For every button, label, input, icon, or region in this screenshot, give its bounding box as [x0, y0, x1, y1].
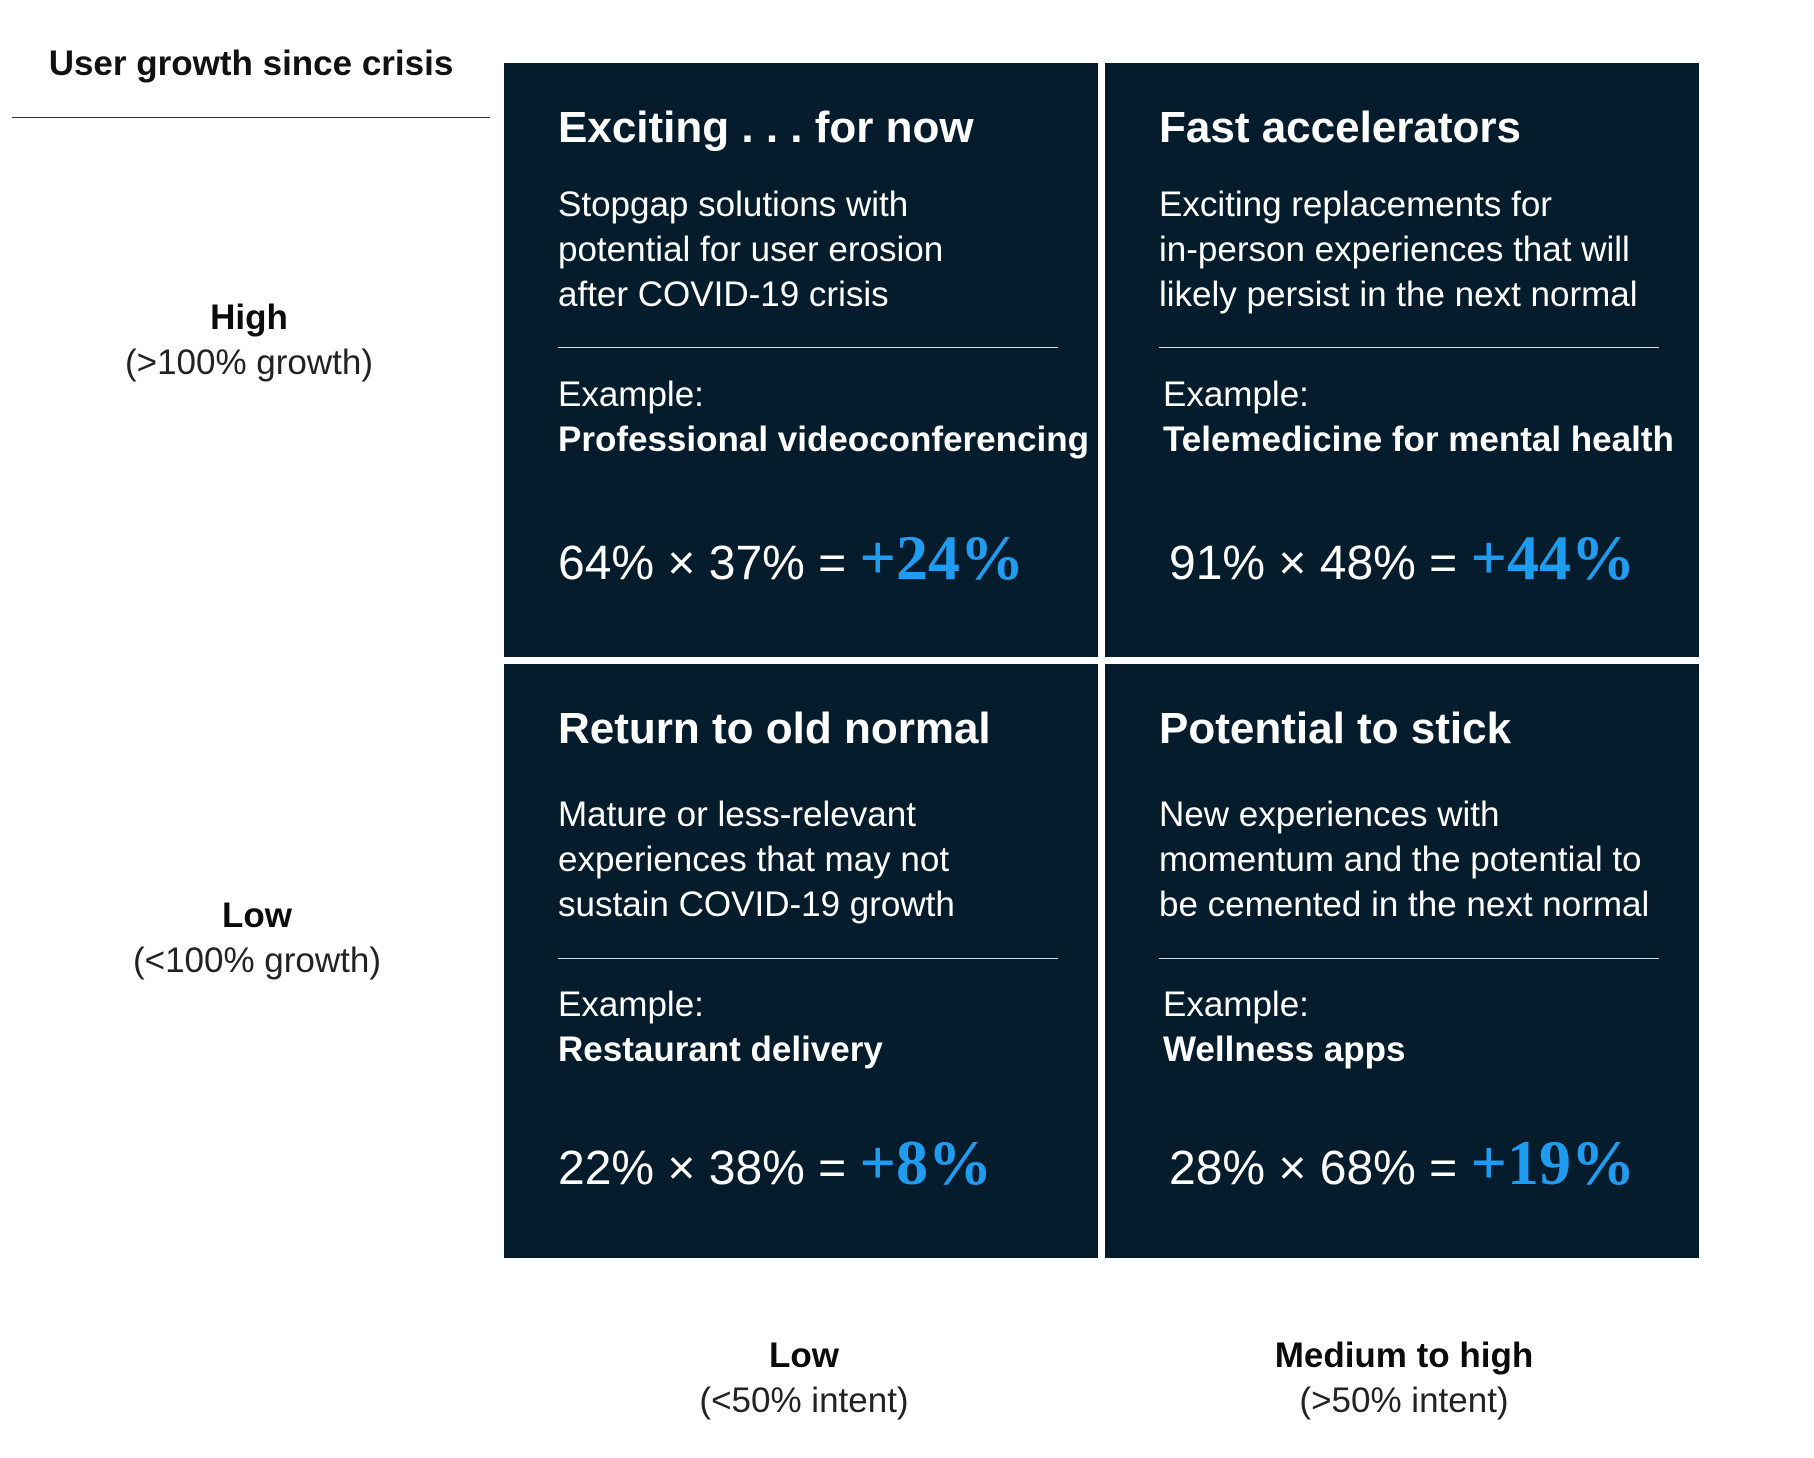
quadrant-formula: 28% × 68% = +19%: [1169, 1126, 1635, 1200]
column-low-range: (<50% intent): [699, 1381, 909, 1420]
description-line: after COVID-19 crisis: [558, 275, 889, 314]
column-high-level: Medium to high: [1274, 1336, 1534, 1375]
formula-result: +44%: [1470, 522, 1636, 593]
formula-text: 28% × 68% =: [1169, 1142, 1471, 1195]
example-name: Restaurant delivery: [558, 1030, 883, 1069]
y-axis-title: User growth since crisis: [48, 44, 454, 83]
row-label-high: High (>100% growth): [84, 295, 414, 385]
row-high-level: High: [210, 298, 288, 337]
row-low-range: (<100% growth): [132, 941, 382, 980]
quadrant-title: Potential to stick: [1159, 704, 1512, 753]
quadrant-potential-to-stick: Potential to stick New experiences with …: [1105, 664, 1699, 1258]
quadrant-divider: [1159, 958, 1659, 959]
quadrant-divider: [558, 347, 1058, 348]
description-line: potential for user erosion: [558, 230, 944, 269]
quadrant-formula: 91% × 48% = +44%: [1169, 521, 1635, 595]
y-axis-title-divider: [12, 117, 490, 118]
description-line: be cemented in the next normal: [1159, 885, 1650, 924]
description-line: likely persist in the next normal: [1159, 275, 1638, 314]
quadrant-return-to-old-normal: Return to old normal Mature or less-rele…: [504, 664, 1098, 1258]
description-line: Exciting replacements for: [1159, 185, 1552, 224]
quadrant-example: Example: Professional videoconferencing: [558, 372, 1089, 462]
description-line: Stopgap solutions with: [558, 185, 909, 224]
quadrant-divider: [558, 958, 1058, 959]
quadrant-example: Example: Wellness apps: [1163, 982, 1406, 1072]
column-low-level: Low: [769, 1336, 839, 1375]
example-label: Example:: [1163, 985, 1309, 1024]
example-name: Wellness apps: [1163, 1030, 1406, 1069]
quadrant-example: Example: Telemedicine for mental health: [1163, 372, 1674, 462]
example-label: Example:: [1163, 375, 1309, 414]
column-label-medium-to-high: Medium to high (>50% intent): [1124, 1333, 1684, 1423]
example-label: Example:: [558, 985, 704, 1024]
quadrant-description: Mature or less-relevant experiences that…: [558, 792, 1078, 927]
row-high-range: (>100% growth): [124, 343, 374, 382]
formula-result: +24%: [859, 522, 1025, 593]
quadrant-description: Exciting replacements for in-person expe…: [1159, 182, 1679, 317]
quadrant-formula: 22% × 38% = +8%: [558, 1126, 992, 1200]
description-line: momentum and the potential to: [1159, 840, 1642, 879]
formula-text: 64% × 37% =: [558, 537, 860, 590]
example-name: Professional videoconferencing: [558, 420, 1089, 459]
example-label: Example:: [558, 375, 704, 414]
row-low-level: Low: [222, 896, 292, 935]
example-name: Telemedicine for mental health: [1163, 420, 1674, 459]
formula-result: +19%: [1470, 1127, 1636, 1198]
quadrant-divider: [1159, 347, 1659, 348]
description-line: sustain COVID-19 growth: [558, 885, 955, 924]
quadrant-title: Exciting . . . for now: [558, 103, 974, 152]
formula-text: 22% × 38% =: [558, 1142, 860, 1195]
column-high-range: (>50% intent): [1299, 1381, 1509, 1420]
formula-result: +8%: [859, 1127, 993, 1198]
quadrant-fast-accelerators: Fast accelerators Exciting replacements …: [1105, 63, 1699, 657]
column-label-low: Low (<50% intent): [524, 1333, 1084, 1423]
quadrant-title: Fast accelerators: [1159, 103, 1521, 152]
quadrant-description: Stopgap solutions with potential for use…: [558, 182, 1078, 317]
description-line: in-person experiences that will: [1159, 230, 1630, 269]
quadrant-example: Example: Restaurant delivery: [558, 982, 883, 1072]
quadrant-title: Return to old normal: [558, 704, 991, 753]
description-line: Mature or less-relevant: [558, 795, 916, 834]
row-label-low: Low (<100% growth): [92, 893, 422, 983]
quadrant-exciting-for-now: Exciting . . . for now Stopgap solutions…: [504, 63, 1098, 657]
description-line: experiences that may not: [558, 840, 950, 879]
formula-text: 91% × 48% =: [1169, 537, 1471, 590]
description-line: New experiences with: [1159, 795, 1500, 834]
quadrant-formula: 64% × 37% = +24%: [558, 521, 1024, 595]
quadrant-description: New experiences with momentum and the po…: [1159, 792, 1679, 927]
